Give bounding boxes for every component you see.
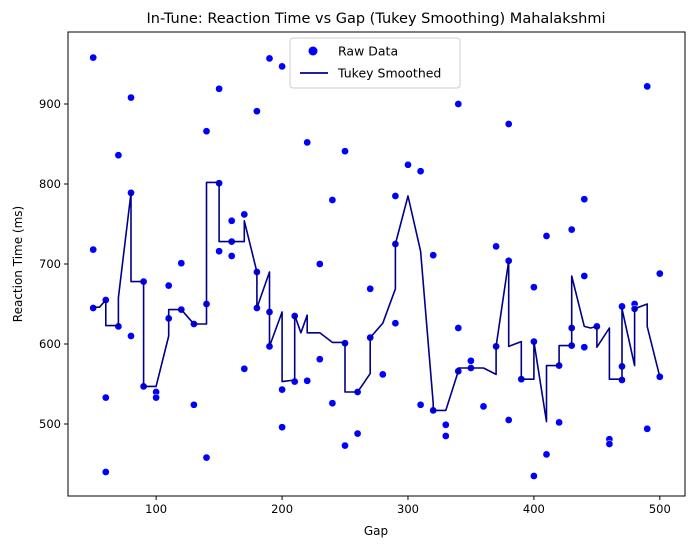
plot-frame bbox=[67, 31, 686, 497]
raw-data-point bbox=[378, 370, 387, 379]
raw-data-point bbox=[164, 281, 173, 290]
raw-data-point bbox=[441, 432, 450, 440]
legend-label-raw: Raw Data bbox=[338, 44, 398, 59]
raw-data-point bbox=[555, 418, 563, 427]
x-tick-label: 500 bbox=[649, 502, 671, 516]
legend-box bbox=[289, 37, 461, 89]
raw-data-point bbox=[265, 54, 274, 63]
raw-data-point bbox=[479, 402, 488, 411]
raw-data-point bbox=[504, 416, 513, 424]
raw-data-point bbox=[341, 147, 349, 156]
raw-data-point bbox=[366, 284, 375, 293]
raw-data-point bbox=[530, 283, 538, 292]
raw-data-point bbox=[253, 107, 261, 116]
y-tick-label: 500 bbox=[39, 417, 61, 431]
raw-data-point bbox=[643, 424, 652, 433]
raw-data-point bbox=[542, 232, 551, 240]
raw-data-point bbox=[101, 393, 110, 402]
tukey-smoothed-line bbox=[93, 181, 661, 423]
x-tick-label: 200 bbox=[271, 502, 293, 516]
raw-data-point bbox=[328, 399, 337, 408]
raw-data-point bbox=[114, 151, 123, 160]
raw-data-point bbox=[542, 450, 551, 459]
raw-data-point bbox=[190, 400, 198, 409]
raw-data-point bbox=[227, 216, 236, 225]
legend-marker-raw bbox=[308, 46, 318, 56]
raw-data-point bbox=[429, 251, 438, 260]
raw-data-point bbox=[580, 195, 589, 204]
raw-data-point bbox=[643, 82, 652, 91]
raw-data-point bbox=[101, 468, 110, 476]
raw-data-point bbox=[404, 160, 412, 169]
raw-data-point bbox=[530, 472, 538, 480]
plot-area bbox=[89, 53, 664, 480]
raw-data-point bbox=[278, 385, 286, 394]
raw-data-point bbox=[303, 138, 312, 147]
y-axis-label: Reaction Time (ms) bbox=[11, 206, 25, 322]
chart-title: In-Tune: Reaction Time vs Gap (Tukey Smo… bbox=[147, 11, 606, 27]
raw-data-point bbox=[278, 423, 286, 432]
raw-data-point bbox=[328, 196, 337, 204]
raw-data-point bbox=[391, 319, 400, 328]
raw-data-point bbox=[580, 272, 589, 280]
raw-data-point bbox=[655, 269, 664, 278]
raw-data-point bbox=[127, 332, 135, 340]
raw-data-point bbox=[580, 343, 589, 352]
raw-data-point bbox=[315, 355, 324, 364]
raw-data-point bbox=[303, 376, 312, 385]
y-tick-label: 600 bbox=[39, 337, 61, 351]
raw-data-point bbox=[315, 260, 324, 268]
raw-data-point bbox=[605, 440, 614, 448]
x-axis: 100 200 300 400 500 bbox=[145, 496, 671, 516]
y-tick-label: 900 bbox=[39, 97, 61, 111]
raw-data-point bbox=[454, 100, 463, 108]
raw-data-point bbox=[240, 210, 249, 219]
raw-data-point bbox=[89, 245, 98, 254]
x-tick-label: 400 bbox=[523, 502, 545, 516]
raw-data-point bbox=[215, 84, 223, 93]
y-axis: 500 600 700 800 900 bbox=[39, 97, 68, 431]
raw-data-point bbox=[202, 453, 211, 462]
raw-data-point bbox=[152, 393, 160, 402]
raw-data-point bbox=[454, 324, 463, 332]
legend-label-smoothed: Tukey Smoothed bbox=[337, 66, 441, 81]
raw-data-point bbox=[441, 420, 450, 429]
raw-data-point bbox=[341, 441, 349, 450]
raw-data-point bbox=[227, 252, 236, 260]
raw-data-point bbox=[567, 225, 576, 234]
x-tick-label: 100 bbox=[145, 502, 167, 516]
raw-data-point bbox=[240, 364, 249, 373]
legend: Raw Data Tukey Smoothed bbox=[289, 37, 461, 89]
raw-data-point bbox=[215, 247, 223, 256]
y-tick-label: 700 bbox=[39, 257, 61, 271]
raw-data-point bbox=[278, 62, 286, 71]
x-axis-label: Gap bbox=[364, 524, 388, 538]
y-tick-label: 800 bbox=[39, 177, 61, 191]
raw-data-point bbox=[416, 167, 425, 176]
raw-data-point bbox=[492, 242, 500, 251]
raw-data-point bbox=[353, 429, 362, 438]
raw-data-point bbox=[89, 53, 98, 62]
raw-data-point bbox=[127, 93, 135, 102]
x-tick-label: 300 bbox=[397, 502, 419, 516]
raw-data-point bbox=[391, 192, 400, 200]
raw-data-point bbox=[177, 259, 186, 268]
raw-data-point bbox=[416, 400, 425, 409]
raw-data-point bbox=[202, 127, 211, 136]
raw-data-point bbox=[467, 356, 475, 365]
raw-data-point bbox=[504, 120, 513, 128]
